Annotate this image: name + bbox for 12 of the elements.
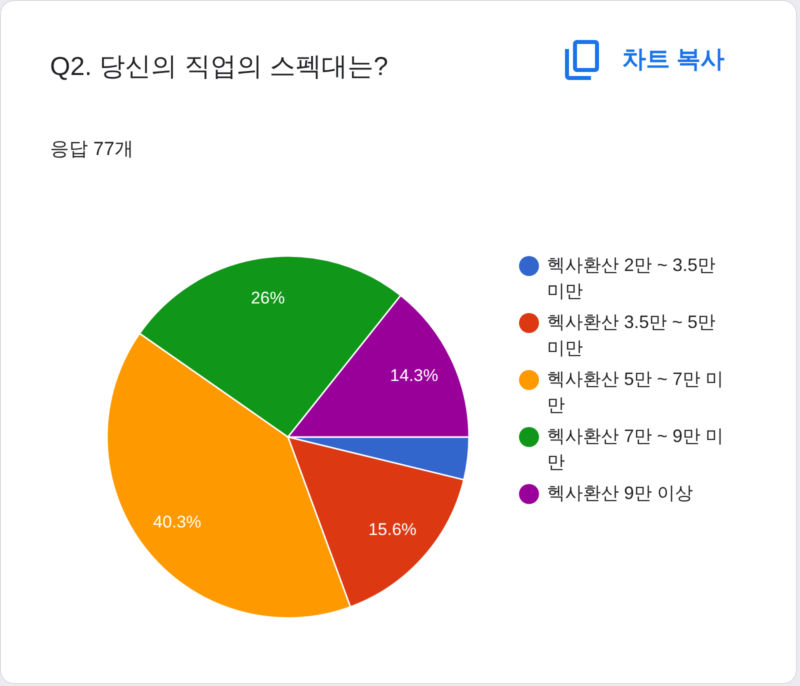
text: 차트 복사 — [622, 45, 725, 75]
legend-label: 헥사환산 5만 ~ 7만 미만 — [547, 369, 724, 415]
legend-label: 헥사환산 2만 ~ 3.5만 미만 — [547, 255, 716, 301]
data-label: 26% — [250, 288, 285, 308]
chart-subtitle: 응답 77개 — [50, 139, 134, 160]
legend-label: 헥사환산 9만 이상 — [547, 483, 694, 503]
chart-title: Q2. 당신의 직업의 스펙대는? — [50, 51, 388, 81]
data-label: 15.6% — [368, 520, 417, 540]
data-label: 40.3% — [153, 512, 202, 532]
legend-label: 헥사환산 3.5만 ~ 5만 미만 — [547, 312, 716, 358]
legend-label: 헥사환산 7만 ~ 9만 미만 — [547, 426, 724, 472]
data-label: 14.3% — [390, 366, 438, 386]
